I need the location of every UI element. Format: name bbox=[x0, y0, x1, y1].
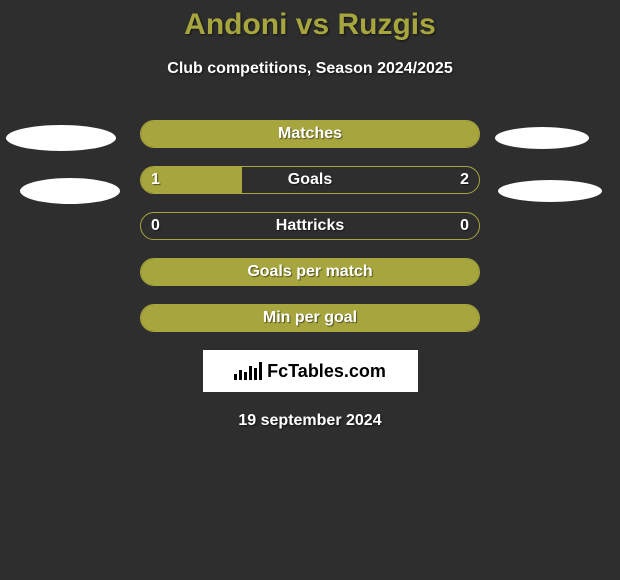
stat-bar-label: Min per goal bbox=[263, 309, 357, 327]
stat-bar-row: Matches bbox=[0, 120, 620, 148]
bar-chart-icon bbox=[234, 362, 262, 380]
date-text: 19 september 2024 bbox=[0, 412, 620, 430]
stat-bar-label: Goals bbox=[288, 171, 332, 189]
stat-bar-value-right: 0 bbox=[460, 217, 469, 235]
stat-bar-value-right: 2 bbox=[460, 171, 469, 189]
stat-bar-row: Min per goal bbox=[0, 304, 620, 332]
source-logo[interactable]: FcTables.com bbox=[203, 350, 418, 392]
stat-bar-label: Hattricks bbox=[276, 217, 344, 235]
stat-bar-value-left: 0 bbox=[151, 217, 160, 235]
stat-bar-label: Matches bbox=[278, 125, 342, 143]
logo-text: FcTables.com bbox=[267, 361, 386, 382]
stat-bar-row: Goals per match bbox=[0, 258, 620, 286]
stat-bar-track: Matches bbox=[140, 120, 480, 148]
stat-bar-track: Min per goal bbox=[140, 304, 480, 332]
stat-bar-track: Goals per match bbox=[140, 258, 480, 286]
page-title: Andoni vs Ruzgis bbox=[0, 8, 620, 42]
stat-bars: Matches Goals 1 2 Hattricks 0 0 Goals per match… bbox=[0, 120, 620, 332]
stat-bar-track: Hattricks 0 0 bbox=[140, 212, 480, 240]
stat-bar-row: Goals 1 2 bbox=[0, 166, 620, 194]
stat-bar-row: Hattricks 0 0 bbox=[0, 212, 620, 240]
stat-bar-label: Goals per match bbox=[247, 263, 372, 281]
page-subtitle: Club competitions, Season 2024/2025 bbox=[0, 60, 620, 78]
stat-bar-value-left: 1 bbox=[151, 171, 160, 189]
stat-bar-track: Goals 1 2 bbox=[140, 166, 480, 194]
